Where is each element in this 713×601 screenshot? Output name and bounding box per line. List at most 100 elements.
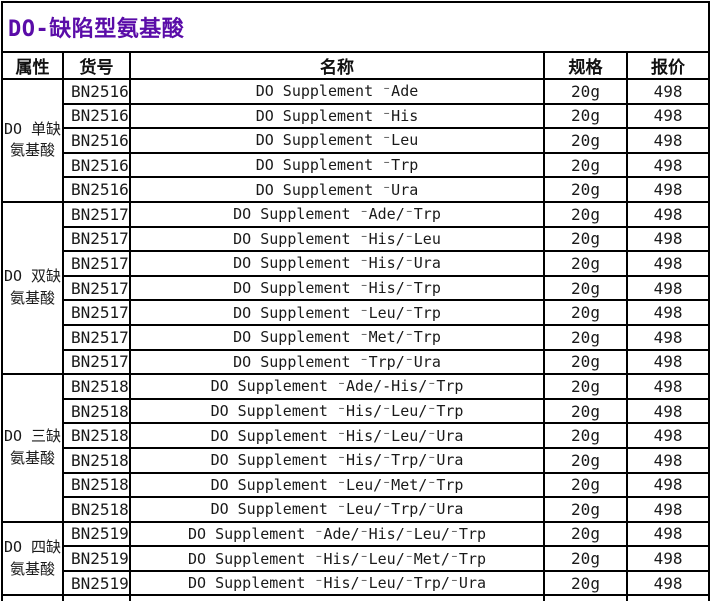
name-cell: DO Supplement ⁻Ura	[129, 176, 545, 203]
table-row: BN25185DO Supplement ⁻Leu/⁻Trp/⁻Ura20g49…	[2, 496, 711, 523]
attribute-group-cell: DO 三缺 氨基酸	[1, 373, 64, 523]
price-cell: 498	[625, 299, 711, 326]
price-cell: 498	[625, 127, 711, 154]
catalog-cell: BN25170	[62, 200, 131, 228]
spec-cell: 20g	[543, 102, 628, 130]
attribute-group-cell: DO 单缺氨基酸	[1, 78, 64, 203]
attribute-line1: DO 双缺	[3, 267, 62, 286]
page-title: DO-缺陷型氨基酸	[0, 1, 711, 53]
name-cell: DO Supplement ⁻Leu/⁻Trp/⁻Ura	[129, 496, 545, 523]
name-cell: DO Supplement ⁻Trp	[129, 151, 545, 179]
spec-cell: 20g	[543, 127, 628, 154]
catalog-cell: BN25181	[62, 397, 131, 425]
col-header-catalog-no: 货号	[62, 51, 131, 80]
table-row: BN25184DO Supplement ⁻Leu/⁻Met/⁻Trp20g49…	[2, 471, 711, 499]
catalog-cell: BN25185	[62, 496, 131, 523]
name-cell: DO Supplement ⁻Ade	[129, 78, 545, 105]
clipped-partial-row	[1, 594, 711, 601]
partial-catalog-cell	[62, 594, 131, 601]
catalog-cell: BN25163	[62, 151, 131, 179]
name-cell: DO Supplement ⁻His/⁻Leu	[129, 225, 545, 253]
catalog-cell: BN25164	[62, 176, 131, 203]
name-cell: DO Supplement ⁻Met/⁻Trp	[129, 323, 545, 351]
title-row: DO-缺陷型氨基酸	[0, 1, 711, 53]
spec-cell: 20g	[543, 348, 628, 376]
price-cell: 498	[625, 348, 711, 376]
name-cell: DO Supplement ⁻His/⁻Trp	[129, 274, 545, 302]
attribute-group-cell: DO 双缺氨基酸	[1, 200, 64, 376]
clipped-partial-row-body	[1, 594, 711, 601]
catalog-cell: BN25171	[62, 225, 131, 253]
price-cell: 498	[625, 496, 711, 523]
name-cell: DO Supplement ⁻Ade/⁻His/⁻Leu/⁻Trp	[129, 520, 545, 548]
catalog-cell: BN25190	[62, 520, 131, 548]
price-cell: 498	[625, 471, 711, 499]
attribute-line1: DO 四缺	[3, 537, 62, 556]
spec-cell: 20g	[543, 200, 628, 228]
spec-cell: 20g	[543, 225, 628, 253]
spec-cell: 20g	[543, 78, 628, 105]
name-cell: DO Supplement ⁻Leu/⁻Trp	[129, 299, 545, 326]
name-cell: DO Supplement ⁻His/⁻Trp/⁻Ura	[129, 446, 545, 474]
spec-cell: 20g	[543, 176, 628, 203]
spec-cell: 20g	[543, 299, 628, 326]
table-row: BN25192DO Supplement ⁻His/⁻Leu/⁻Trp/⁻Ura…	[2, 569, 711, 597]
catalog-cell: BN25176	[62, 348, 131, 376]
spec-cell: 20g	[543, 151, 628, 179]
price-cell: 498	[625, 446, 711, 474]
table-row: DO 三缺氨基酸BN25180DO Supplement ⁻Ade/-His/⁻…	[1, 373, 711, 523]
name-cell: DO Supplement ⁻Ade/⁻Trp	[129, 200, 545, 228]
price-cell: 498	[625, 545, 711, 572]
spec-cell: 20g	[543, 274, 628, 302]
spec-cell: 20g	[543, 323, 628, 351]
attribute-line2: 氨基酸	[9, 141, 55, 160]
price-cell: 498	[625, 250, 711, 277]
col-header-attribute: 属性	[1, 51, 64, 80]
price-cell: 498	[625, 274, 711, 302]
col-header-spec: 规格	[543, 51, 628, 80]
price-cell: 498	[625, 569, 711, 597]
spec-cell: 20g	[543, 422, 628, 449]
header-row: 属性 货号 名称 规格 报价	[1, 51, 711, 80]
name-cell: DO Supplement ⁻Leu	[129, 127, 545, 154]
catalog-cell: BN25160	[62, 78, 131, 105]
catalog-cell: BN25182	[62, 422, 131, 449]
catalog-cell: BN25174	[62, 299, 131, 326]
col-header-name: 名称	[129, 51, 545, 80]
name-cell: DO Supplement ⁻His/⁻Leu/⁻Met/⁻Trp	[129, 545, 545, 572]
price-cell: 498	[625, 397, 711, 425]
attribute-line2: 氨基酸	[9, 559, 55, 578]
catalog-cell: BN25180	[62, 373, 131, 400]
spec-cell: 20g	[543, 496, 628, 523]
catalog-cell: BN25183	[62, 446, 131, 474]
attribute-line2: 氨基酸	[9, 289, 55, 308]
catalog-cell: BN25191	[62, 545, 131, 572]
attribute-line2: 氨基酸	[9, 448, 55, 467]
partial-attr-cell	[1, 594, 64, 601]
partial-price-cell	[625, 594, 711, 601]
spec-cell: 20g	[543, 471, 628, 499]
table-row: BN25182DO Supplement ⁻His/⁻Leu/⁻Ura20g49…	[2, 422, 711, 449]
price-cell: 498	[625, 520, 711, 548]
name-cell: DO Supplement ⁻His/⁻Ura	[129, 250, 545, 277]
partial-spec-cell	[543, 594, 628, 601]
attribute-line1: DO 单缺	[3, 119, 62, 138]
price-cell: 498	[625, 176, 711, 203]
catalog-cell: BN25184	[62, 471, 131, 499]
price-cell: 498	[625, 373, 711, 400]
table-body: DO 单缺氨基酸BN25160DO Supplement ⁻Ade20g498B…	[1, 78, 711, 597]
spec-cell: 20g	[543, 569, 628, 597]
price-cell: 498	[625, 422, 711, 449]
catalog-cell: BN25192	[62, 569, 131, 597]
